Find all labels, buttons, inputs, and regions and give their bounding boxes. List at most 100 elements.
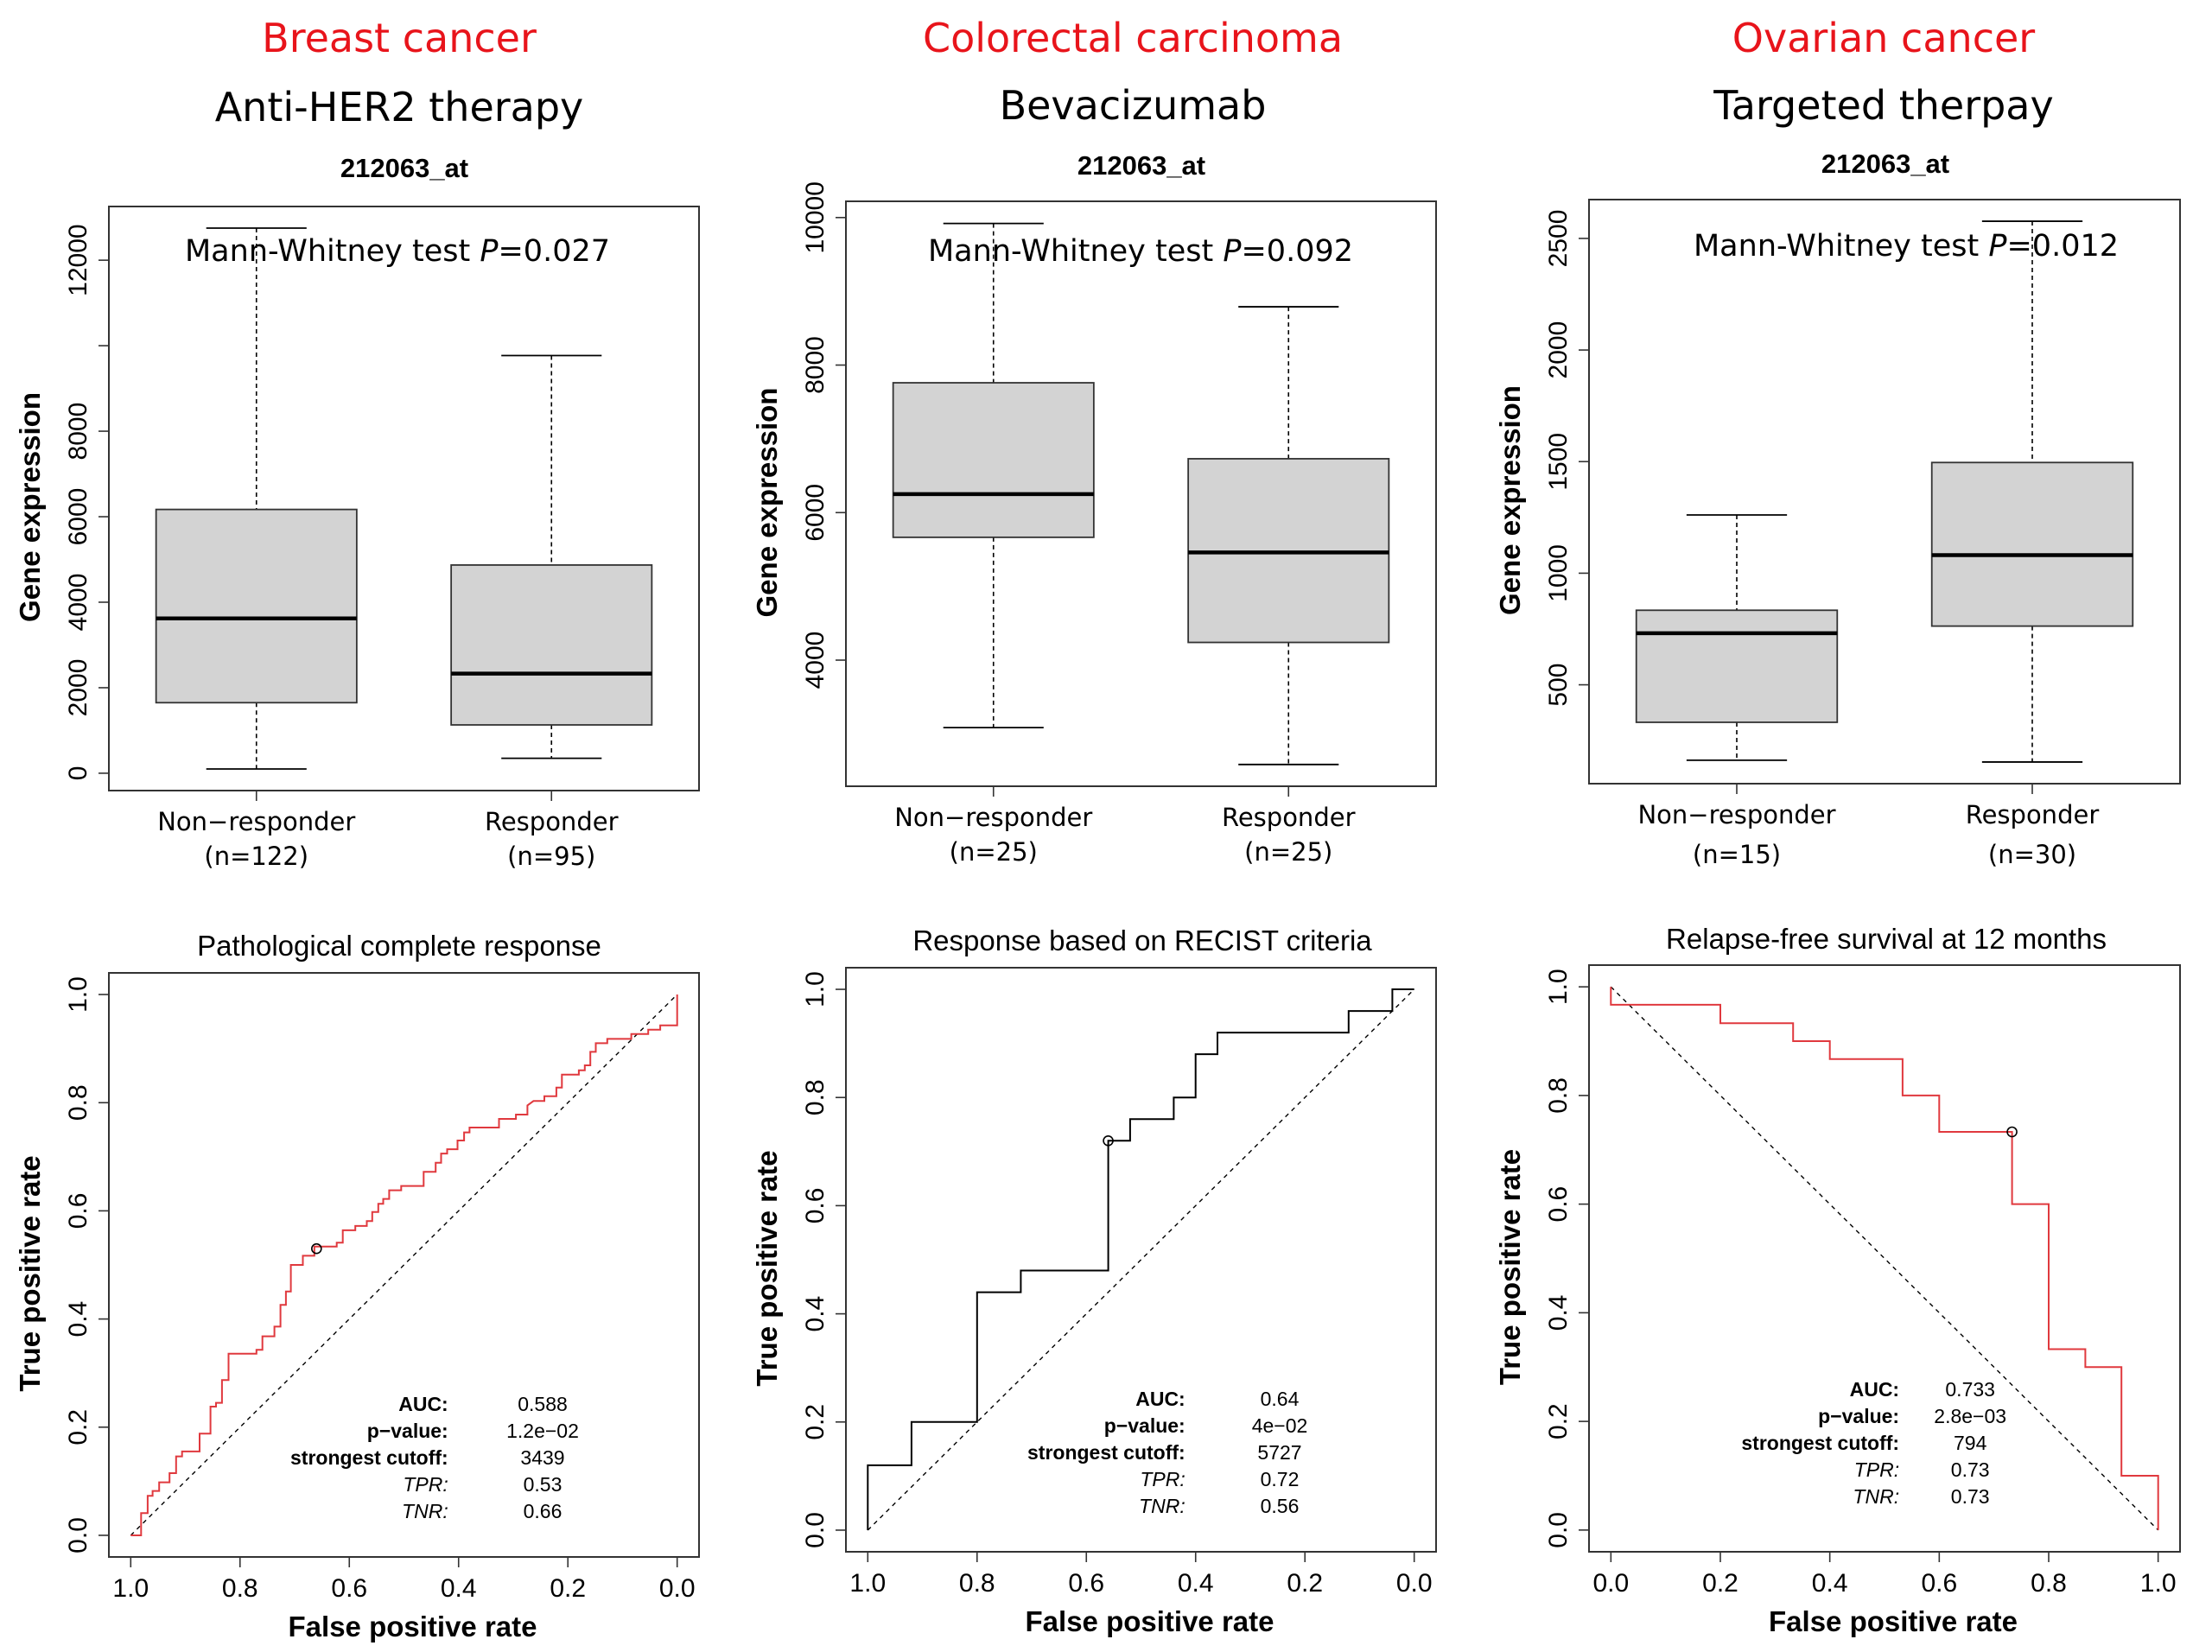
stat-label: TPR: xyxy=(1854,1458,1899,1481)
roc-chart-0: 1.0 0.8 0.6 0.4 0.2 0.0 0.0 0.2 0.4 0.6 0.8 1.0 Fals… xyxy=(14,972,700,1642)
probe-title: 212063_at xyxy=(1821,149,1949,179)
x-tick-label: 0.0 xyxy=(1592,1569,1629,1598)
best-cutoff-point xyxy=(311,1242,322,1255)
stat-label: strongest cutoff: xyxy=(1027,1441,1185,1464)
x-tick-label: 0.0 xyxy=(1396,1569,1433,1598)
x-tick-label: 0.4 xyxy=(441,1574,477,1603)
stat-value: 0.64 xyxy=(1261,1388,1300,1410)
y-tick-label: 0.6 xyxy=(64,1193,92,1229)
x-tick-label: 1.0 xyxy=(849,1569,886,1598)
box-group xyxy=(155,227,358,770)
stat-label: TNR: xyxy=(402,1500,448,1522)
y-tick-label: 0.6 xyxy=(801,1188,830,1224)
roc-curve xyxy=(130,994,678,1536)
y-tick-label: 0.8 xyxy=(64,1084,92,1121)
x-axis-label: False positive rate xyxy=(289,1611,537,1642)
stat-label: TNR: xyxy=(1853,1485,1899,1508)
panel-header-breast: Breast cancer Anti-HER2 therapy 212063_a… xyxy=(215,15,584,183)
roc-stats-legend: AUC: 0.733 p−value: 2.8e−03 strongest cutoff… xyxy=(1741,1378,2006,1508)
y-tick-label: 0.0 xyxy=(1544,1512,1573,1548)
category-n-label: (n=122) xyxy=(204,842,308,871)
y-tick-label: 0.2 xyxy=(64,1409,92,1446)
stat-value: 0.73 xyxy=(1951,1458,1990,1481)
x-tick-label: 0.6 xyxy=(1921,1569,1957,1598)
stat-label: p−value: xyxy=(367,1420,448,1442)
box-group xyxy=(1187,306,1390,766)
y-tick-label: 6000 xyxy=(64,488,92,546)
x-tick-label: 0.4 xyxy=(1178,1569,1214,1598)
y-tick-label: 2000 xyxy=(1544,321,1573,379)
stat-label: p−value: xyxy=(1818,1405,1899,1427)
y-tick-label: 4000 xyxy=(64,574,92,632)
stat-value: 0.73 xyxy=(1951,1485,1990,1508)
y-tick-label: 4000 xyxy=(801,632,830,689)
stat-value: 794 xyxy=(1954,1432,1987,1454)
y-tick-label: 1500 xyxy=(1544,433,1573,491)
stat-label: strongest cutoff: xyxy=(290,1446,448,1469)
y-tick-label: 0.2 xyxy=(801,1404,830,1440)
y-tick-label: 8000 xyxy=(64,403,92,461)
roc-title: Pathological complete response xyxy=(197,930,601,962)
boxplot-0: Non−responder (n=122) Responder (n=95) 0 2000… xyxy=(14,206,700,871)
stat-value: 1.2e−02 xyxy=(506,1420,579,1442)
stat-value: 0.588 xyxy=(518,1393,568,1415)
chance-diagonal xyxy=(1610,986,2159,1531)
y-tick-label: 0 xyxy=(64,766,92,781)
y-axis-label: True positive rate xyxy=(1494,1149,1526,1385)
stat-value: 4e−02 xyxy=(1252,1414,1308,1437)
y-tick-label: 0.4 xyxy=(1544,1295,1573,1331)
y-tick-label: 0.8 xyxy=(801,1079,830,1115)
x-tick-label: 1.0 xyxy=(2140,1569,2177,1598)
charts-layer: Non−responder (n=122) Responder (n=95) 0 2000… xyxy=(14,181,2181,1642)
therapy-title: Anti-HER2 therapy xyxy=(215,84,584,130)
probe-title: 212063_at xyxy=(1077,150,1205,181)
category-n-label: (n=25) xyxy=(1244,837,1332,867)
y-tick-label: 0.6 xyxy=(1544,1186,1573,1223)
plot-frame xyxy=(845,200,1437,787)
boxplot-2: Non−responder (n=15) Responder (n=30) 500 100… xyxy=(1494,199,2181,869)
y-tick-label: 0.0 xyxy=(64,1517,92,1554)
mann-whitney-annotation: Mann-Whitney test P=0.012 xyxy=(1694,229,2119,264)
box-group xyxy=(450,354,653,759)
boxplot-1: Non−responder (n=25) Responder (n=25) 4000 60… xyxy=(751,181,1437,867)
stat-label: strongest cutoff: xyxy=(1741,1432,1899,1454)
y-tick-label: 0.0 xyxy=(801,1512,830,1548)
y-axis-label: True positive rate xyxy=(751,1150,783,1386)
category-n-label: (n=15) xyxy=(1693,840,1781,869)
y-tick-label: 2000 xyxy=(64,659,92,717)
chance-diagonal xyxy=(130,994,678,1536)
panel-header-colorectal: Colorectal carcinoma Bevacizumab 212063_… xyxy=(923,15,1343,181)
y-axis-label: Gene expression xyxy=(14,392,46,622)
y-axis-label: Gene expression xyxy=(751,388,783,618)
y-tick-label: 12000 xyxy=(64,224,92,295)
x-axis-label: False positive rate xyxy=(1026,1605,1274,1637)
x-tick-label: 0.4 xyxy=(1812,1569,1848,1598)
stat-value: 0.66 xyxy=(524,1500,563,1522)
category-label: Non−responder xyxy=(894,803,1092,832)
x-tick-label: 0.0 xyxy=(659,1574,696,1603)
chance-diagonal xyxy=(867,988,1415,1531)
stat-label: TPR: xyxy=(1140,1468,1185,1490)
plot-frame xyxy=(108,206,700,791)
y-tick-label: 1.0 xyxy=(64,976,92,1013)
iqr-box xyxy=(1930,461,2134,627)
iqr-box xyxy=(1635,609,1839,723)
plot-frame xyxy=(1588,199,2181,785)
stat-value: 0.53 xyxy=(524,1473,563,1496)
category-label: Responder xyxy=(1222,803,1356,832)
category-label: Non−responder xyxy=(1637,800,1835,829)
category-n-label: (n=95) xyxy=(507,842,595,871)
cancer-type-title: Breast cancer xyxy=(262,15,537,61)
probe-title: 212063_at xyxy=(340,153,468,183)
category-n-label: (n=30) xyxy=(1988,840,2076,869)
roc-title: Response based on RECIST criteria xyxy=(912,924,1372,956)
stat-value: 0.72 xyxy=(1261,1468,1300,1490)
x-tick-label: 1.0 xyxy=(112,1574,149,1603)
y-axis-label: True positive rate xyxy=(14,1155,46,1391)
iqr-box xyxy=(450,564,653,726)
best-cutoff-point xyxy=(1103,1134,1114,1147)
iqr-box xyxy=(155,508,358,704)
stat-value: 0.56 xyxy=(1261,1495,1300,1517)
stat-value: 3439 xyxy=(520,1446,564,1469)
